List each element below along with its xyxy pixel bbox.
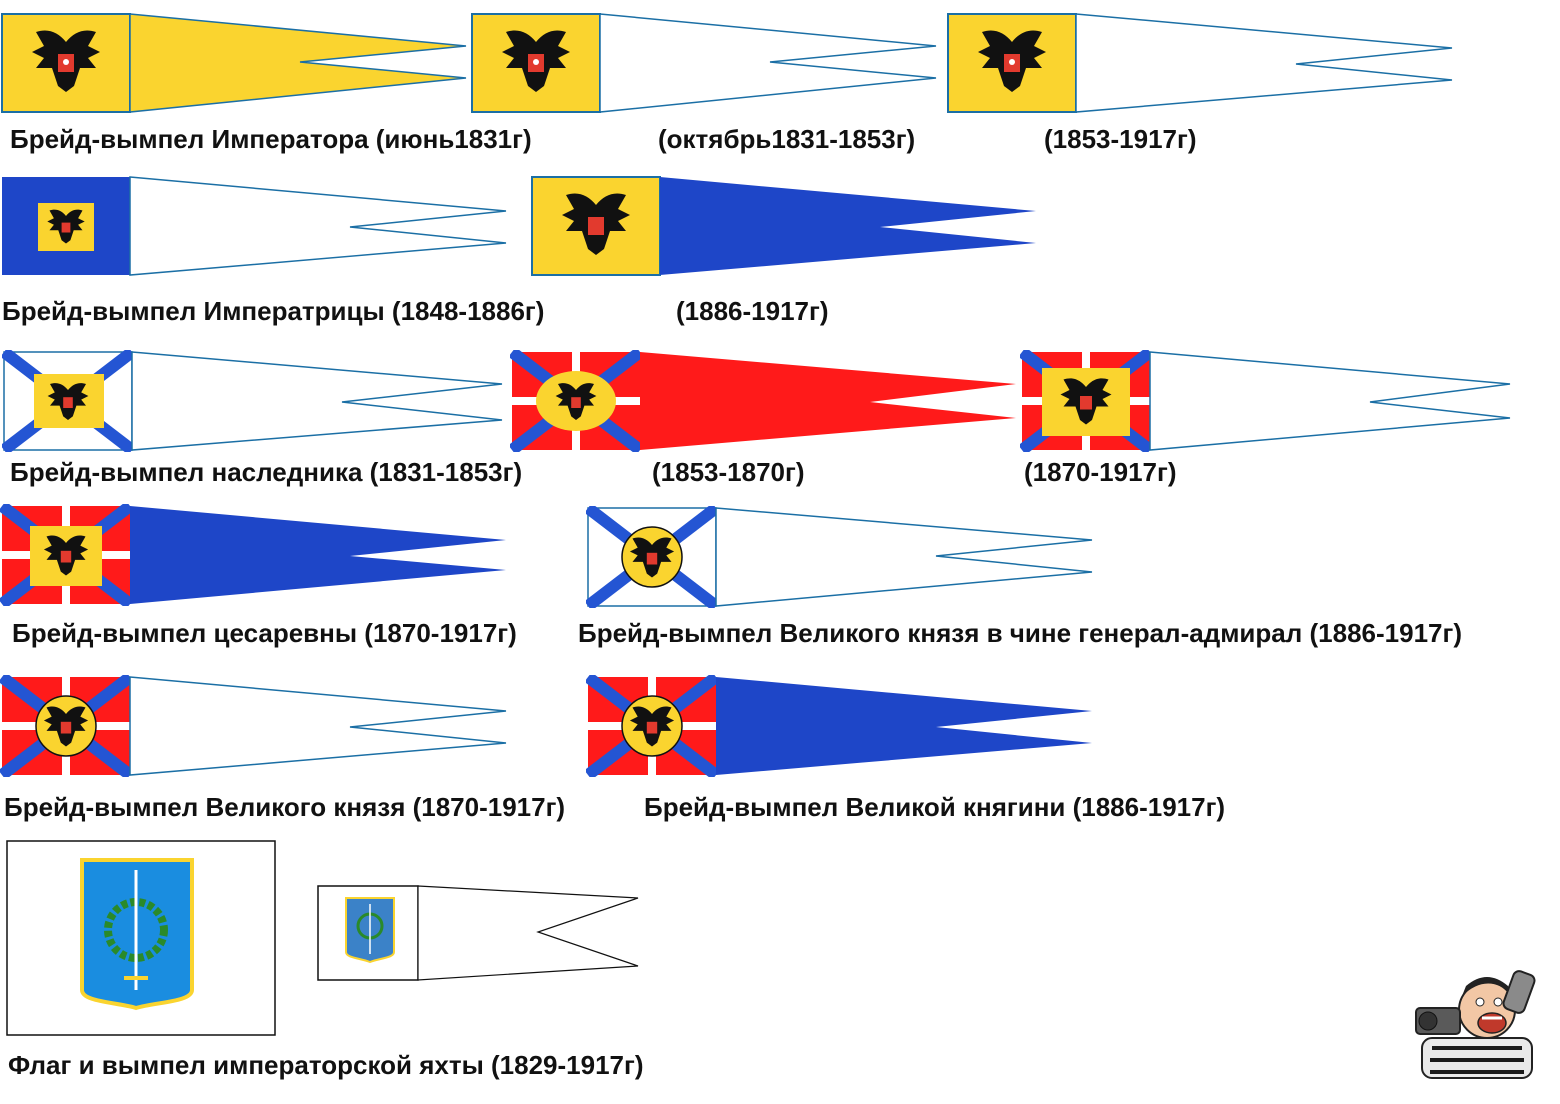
double-headed-eagle-icon [47, 209, 85, 244]
double-headed-eagle-icon [32, 30, 100, 92]
caption-heir-1870: (1870-1917г) [1024, 457, 1177, 487]
emperor-pennant-1831 [1, 13, 467, 113]
fly [129, 676, 507, 776]
double-headed-eagle-icon [629, 706, 675, 747]
caption-gd-admiral: Брейд-вымпел Великого князя в чине генер… [578, 618, 1462, 648]
fly [716, 677, 1092, 775]
caption-grand-duchess: Брейд-вымпел Великой княгини (1886-1917г… [644, 792, 1226, 822]
gd-admiral-pennant [586, 506, 1093, 608]
emperor-pennant-1831-1853 [471, 13, 937, 113]
double-headed-eagle-icon [555, 383, 597, 420]
caption-emperor-1831: Брейд-вымпел Императора (июнь1831г) [10, 124, 532, 154]
fly [130, 506, 506, 604]
fly [715, 507, 1093, 607]
double-headed-eagle-icon [43, 535, 89, 576]
sailor-mascot-icon [1415, 970, 1536, 1079]
fly [417, 885, 639, 981]
emperor-pennant-1853-1917 [947, 13, 1453, 113]
double-headed-eagle-icon [629, 537, 675, 578]
empress-pennant-1848 [2, 176, 507, 276]
fly [129, 176, 507, 276]
caption-tsesarevna: Брейд-вымпел цесаревны (1870-1917г) [12, 618, 517, 648]
caption-yacht: Флаг и вымпел императорской яхты (1829-1… [8, 1050, 644, 1080]
caption-empress-1886: (1886-1917г) [676, 296, 829, 326]
fly [640, 352, 1016, 450]
heir-pennant-1870 [1020, 350, 1511, 452]
fly [129, 13, 467, 113]
caption-empress-1848: Брейд-вымпел Императрицы (1848-1886г) [2, 296, 545, 326]
double-headed-eagle-icon [502, 30, 570, 92]
caption-heir-1853: (1853-1870г) [652, 457, 805, 487]
caption-heir-1831: Брейд-вымпел наследника (1831-1853г) [10, 457, 523, 487]
grand-duchess-pennant [586, 675, 1092, 777]
caption-grand-duke: Брейд-вымпел Великого князя (1870-1917г) [4, 792, 566, 822]
caption-emperor-1831-1853: (октябрь1831-1853г) [658, 124, 916, 154]
fly [660, 177, 1036, 275]
heir-pennant-1831 [2, 350, 503, 452]
yacht-pennant [317, 885, 639, 981]
double-headed-eagle-icon [1060, 378, 1112, 425]
tsesarevna-pennant [0, 504, 506, 606]
caption-emperor-1853-1917: (1853-1917г) [1044, 124, 1197, 154]
yacht-flag [6, 840, 276, 1036]
double-headed-eagle-icon [978, 30, 1046, 92]
fly [1149, 351, 1511, 451]
fly [599, 13, 937, 113]
empress-pennant-1886 [531, 176, 1036, 276]
grand-duke-pennant [0, 675, 507, 777]
double-headed-eagle-icon [47, 383, 89, 420]
heir-pennant-1853 [510, 350, 1016, 452]
double-headed-eagle-icon [562, 193, 630, 255]
fly [131, 351, 503, 451]
double-headed-eagle-icon [43, 706, 89, 747]
fly [1075, 13, 1453, 113]
